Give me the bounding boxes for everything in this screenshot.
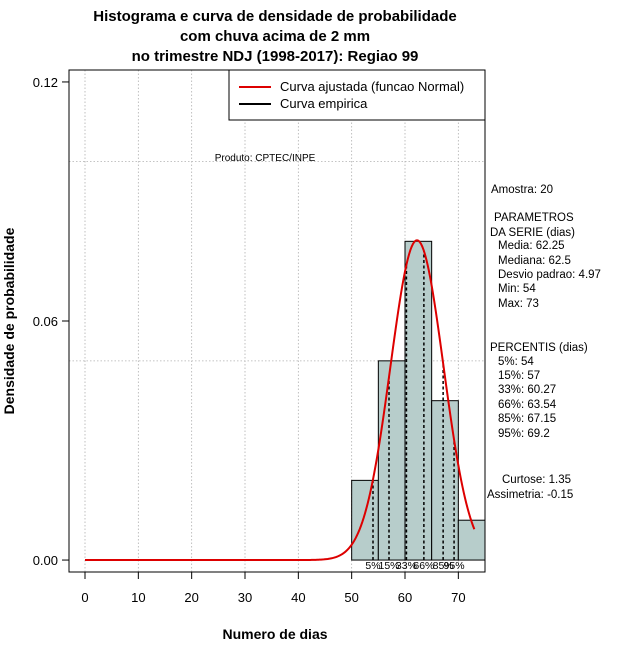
x-tick-label-30: 30 (238, 590, 252, 605)
x-tick-label-10: 10 (131, 590, 145, 605)
stat-max: Max: 73 (498, 298, 539, 310)
percentile-label-3: 66% (413, 560, 434, 572)
percentile-66: 66%: 63.54 (498, 399, 557, 411)
x-axis-title: Numero de dias (222, 626, 327, 642)
histogram-bar-0 (351, 479, 379, 561)
histogram-bar-1 (377, 360, 406, 561)
x-tick-label-40: 40 (291, 590, 305, 605)
statistics-panel: Amostra: 20 PARAMETROS DA SERIE (dias) M… (487, 184, 601, 501)
params-heading-1: PARAMETROS (494, 212, 574, 224)
y-axis-title: Densidade de probabilidade (1, 227, 17, 414)
legend-box (228, 69, 486, 121)
product-annotation: Produto: CPTEC/INPE (215, 153, 316, 164)
y-tick-label-0: 0.00 (33, 553, 58, 568)
normal-curve-layer (85, 239, 476, 562)
percentile-15: 15%: 57 (498, 370, 540, 382)
y-tick-label-1: 0.06 (33, 314, 58, 329)
percentile-lines: 5%15%33%66%85%95% (365, 250, 465, 572)
stat-mean: Media: 62.25 (498, 240, 565, 252)
params-heading-2: DA SERIE (dias) (490, 227, 575, 239)
percentile-33: 33%: 60.27 (498, 384, 556, 396)
x-tick-label-0: 0 (81, 590, 88, 605)
percentile-label-5: 95% (444, 560, 465, 572)
stat-median: Mediana: 62.5 (498, 255, 571, 267)
percentile-95: 95%: 69.2 (498, 428, 550, 440)
histogram-bar-4 (457, 519, 486, 561)
stat-std-dev: Desvio padrao: 4.97 (498, 269, 601, 281)
legend-label-fitted-curve: Curva ajustada (funcao Normal) (280, 79, 464, 94)
sample-size: Amostra: 20 (491, 184, 553, 196)
chart-title-line-1: Histograma e curva de densidade de proba… (93, 8, 456, 25)
chart-title-line-2: com chuva acima de 2 mm (180, 28, 370, 45)
percentile-label-4: 85% (433, 560, 454, 572)
chart-title-line-3: no trimestre NDJ (1998-2017): Regiao 99 (132, 48, 419, 65)
histogram-bars (351, 240, 486, 561)
stat-min: Min: 54 (498, 283, 536, 295)
x-tick-label-50: 50 (344, 590, 358, 605)
legend-label-empirical-curve: Curva empirica (280, 96, 368, 111)
x-axis: 0 10 20 30 40 50 60 70 (81, 571, 466, 605)
percentile-5: 5%: 54 (498, 356, 534, 368)
x-tick-label-20: 20 (184, 590, 198, 605)
percentile-label-1: 15% (378, 560, 399, 572)
legend: Curva ajustada (funcao Normal) Curva emp… (228, 69, 486, 121)
percentiles-heading: PERCENTIS (dias) (490, 342, 588, 354)
kurtosis: Curtose: 1.35 (502, 474, 571, 486)
x-tick-label-70: 70 (451, 590, 465, 605)
y-axis: 0.00 0.06 0.12 (33, 75, 70, 568)
percentile-label-0: 5% (365, 560, 380, 572)
skewness: Assimetria: -0.15 (487, 489, 573, 501)
percentile-label-2: 33% (396, 560, 417, 572)
x-tick-label-60: 60 (398, 590, 412, 605)
histogram-bar-2 (404, 240, 433, 561)
normal-curve (85, 239, 476, 562)
y-tick-label-2: 0.12 (33, 75, 58, 90)
percentile-85: 85%: 67.15 (498, 413, 556, 425)
